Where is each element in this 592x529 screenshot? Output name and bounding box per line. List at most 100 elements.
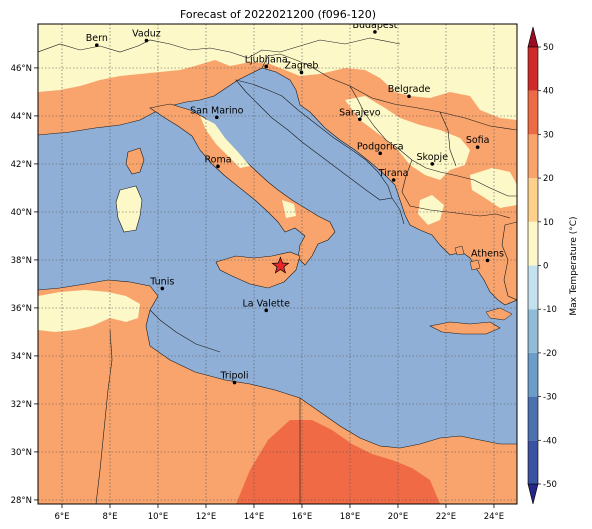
colorbar-tick-label: 20 [543,174,554,184]
city-dot [407,94,411,99]
colorbar-band [528,352,538,397]
x-tick-label: 12°E [196,512,216,522]
city-label: Podgorica [357,141,404,152]
map-frame [37,23,518,505]
colorbar-label: Max Temperature (°C) [569,216,579,315]
colorbar-band [528,47,538,91]
city-dot [378,151,383,156]
land-sardinia [115,185,143,233]
land-balkan-cool [345,96,470,180]
x-tick-label: 14°E [244,512,264,522]
city-dot [358,117,362,122]
y-tick-label: 36°N [11,304,32,314]
colorbar-band [528,221,538,266]
colorbar-tick-label: 10 [543,218,554,228]
y-tick-label: 28°N [11,496,32,506]
land-crete [429,321,501,335]
city-dot [485,258,490,263]
colorbar: -50 -40 -30 -20 -10 0 10 20 30 40 50 [527,26,557,505]
x-tick-label: 18°E [340,512,360,522]
colorbar-band [528,440,538,484]
city-label: Tunis [149,276,174,287]
y-tick-label: 30°N [11,448,32,458]
city-label: Roma [204,154,231,165]
city-dot [94,43,99,47]
colorbar-tick-label: 30 [543,130,554,140]
graticule [38,24,517,504]
map-title: Forecast of 2022021200 (f096-120) [180,8,376,21]
y-tick-label: 40°N [11,208,32,218]
colorbar-band [528,396,538,441]
star-marker [271,256,290,274]
city-dot [391,178,396,182]
city-label: Ljubljana [245,54,288,65]
land-thrace-cool [470,168,517,208]
city-label: Tripoli [220,371,249,382]
land-heel-cool [282,200,296,218]
city-dot [373,30,377,34]
city-dot [144,38,149,43]
colorbar-tick-label: -20 [543,349,557,359]
x-tick-label: 10°E [148,512,168,522]
city-label: Budapest [352,20,397,31]
y-tick-label: 34°N [11,352,32,362]
city-label: Zagreb [285,60,319,71]
city-label: Sarajevo [339,107,381,118]
land-italy-cool [200,116,250,168]
city-label: Vaduz [132,29,161,40]
city-label: Athens [471,248,504,259]
y-tick-label: 38°N [11,256,32,266]
x-tick-label: 16°E [292,512,312,522]
city-dot [430,162,435,166]
x-tick-label: 20°E [388,512,408,522]
x-axis-ticks: 6°E 8°E 10°E 12°E 14°E 16°E 18°E 20°E 22°E 24°E [54,504,504,522]
city-dot [214,115,219,120]
y-axis-ticks: 28°N 30°N 32°N 34°N 36°N 38°N 40°N 42°N 44°N 46°N [11,64,38,506]
city-label: Skopje [417,152,449,163]
city-dot [160,286,165,291]
colorbar-tick-label: -30 [543,393,557,403]
city-dot [216,164,220,169]
city-dot [264,308,269,313]
city-label: Tirana [378,168,409,179]
y-tick-label: 46°N [11,64,32,74]
colorbar-tick-label: 0 [543,262,548,272]
city-dot [299,70,304,75]
land-atlas-cool [38,290,140,332]
colorbar-extend-bottom [527,483,539,505]
x-tick-label: 24°E [484,512,504,522]
colorbar-tick-label: -50 [543,480,557,490]
colorbar-band [528,178,538,222]
city-dot [264,64,269,69]
y-tick-label: 32°N [11,400,32,410]
colorbar-band [528,265,538,310]
x-tick-label: 6°E [54,512,69,522]
colorbar-band [528,309,538,353]
city-label: San Marino [190,105,243,116]
city-label: Belgrade [388,84,431,95]
colorbar-tick-label: 40 [543,87,554,97]
land-alps-cool [38,24,517,120]
city-label: Sofia [466,135,490,146]
colorbar-extend-top [527,26,539,48]
colorbar-tick-label: -40 [543,436,557,446]
country-borders [38,37,517,504]
city-label: La Valette [242,298,290,309]
land-sahara-warm [236,420,440,504]
city-label: Bern [86,33,108,44]
y-tick-label: 42°N [11,160,32,170]
city-dot [475,145,480,149]
x-tick-label: 22°E [436,512,456,522]
x-tick-label: 8°E [102,512,117,522]
colorbar-tick-label: 50 [543,43,554,53]
city-dot [232,380,237,385]
colorbar-band [528,134,538,179]
y-tick-label: 44°N [11,112,32,122]
land-islands [454,245,513,321]
colorbar-tick-label: -10 [543,305,557,315]
colorbar-band [528,90,538,135]
land-anatolia [501,221,517,301]
